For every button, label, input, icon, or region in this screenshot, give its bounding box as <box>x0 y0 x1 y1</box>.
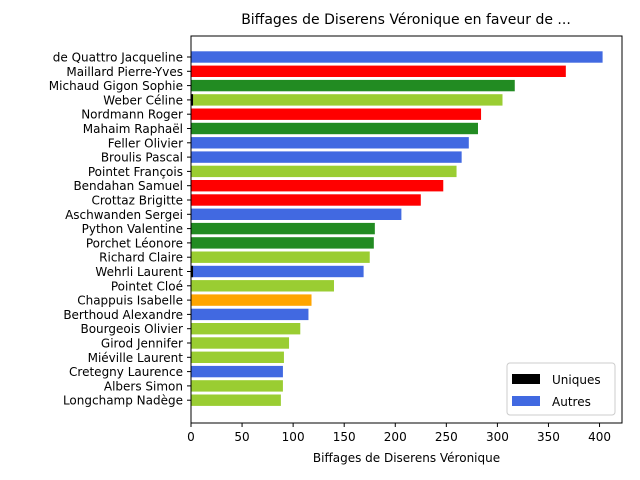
y-tick-label: Feller Olivier <box>108 136 183 150</box>
y-tick-label: Richard Claire <box>99 251 183 265</box>
bar-pointet-cloe <box>191 280 334 292</box>
bar-uniques-wehrli-laurent <box>191 265 194 278</box>
bar-de-quattro-jacqueline <box>191 51 603 63</box>
legend-label-uniques: Uniques <box>552 373 601 387</box>
bar-cretegny-laurence <box>191 365 283 378</box>
y-tick-label: Weber Céline <box>103 93 183 107</box>
x-axis-label: Biffages de Diserens Véronique <box>313 451 500 465</box>
legend: Uniques Autres <box>506 362 616 416</box>
x-axis-ticks: 0 50 100 150 200 250 300 350 400 <box>187 423 611 444</box>
bar-longchamp-nadege <box>191 394 281 406</box>
y-tick-label: de Quattro Jacqueline <box>53 51 183 65</box>
bar-girod-jennifer <box>191 337 290 349</box>
x-tick-label: 100 <box>282 430 305 444</box>
bar-bourgeois-olivier <box>191 323 301 335</box>
y-tick-label: Maillard Pierre-Yves <box>66 65 183 79</box>
legend-swatch-uniques <box>512 374 540 384</box>
y-tick-label: Girod Jennifer <box>101 337 183 351</box>
y-tick-label: Miéville Laurent <box>88 351 184 365</box>
bar-weber-celine <box>191 94 503 106</box>
bar-pointet-francois <box>191 165 457 178</box>
bar-wehrli-laurent <box>191 265 364 278</box>
bar-michaud-gigon-sophie <box>191 79 515 92</box>
y-tick-label: Wehrli Laurent <box>95 265 183 279</box>
bar-porchet-leonore <box>191 237 374 249</box>
y-tick-label: Nordmann Roger <box>81 108 183 122</box>
bar-crottaz-brigitte <box>191 194 421 206</box>
chart-title: Biffages de Diserens Véronique en faveur… <box>241 12 571 28</box>
y-tick-label: Python Valentine <box>82 222 183 236</box>
y-tick-label: Pointet Cloé <box>111 279 183 293</box>
y-tick-label: Crottaz Brigitte <box>91 194 183 208</box>
legend-swatch-autres <box>512 396 540 406</box>
bar-bendahan-samuel <box>191 180 444 192</box>
bar-mieville-laurent <box>191 351 284 363</box>
bar-aschwanden-sergei <box>191 208 402 220</box>
bar-feller-olivier <box>191 137 469 149</box>
x-tick-label: 50 <box>234 430 249 444</box>
bar-python-valentine <box>191 222 375 235</box>
y-tick-label: Porchet Léonore <box>86 236 183 250</box>
bar-chappuis-isabelle <box>191 294 312 306</box>
legend-label-autres: Autres <box>552 395 591 409</box>
bar-albers-simon <box>191 380 283 392</box>
x-tick-label: 400 <box>588 430 611 444</box>
y-tick-label: Michaud Gigon Sophie <box>49 79 183 93</box>
x-tick-label: 150 <box>333 430 356 444</box>
y-tick-label: Mahaim Raphaël <box>83 122 183 136</box>
x-tick-label: 0 <box>187 430 195 444</box>
y-tick-label: Berthoud Alexandre <box>63 308 183 322</box>
bar-broulis-pascal <box>191 151 462 163</box>
bar-maillard-pierre-yves <box>191 65 566 77</box>
x-tick-label: 300 <box>486 430 509 444</box>
y-tick-label: Pointet François <box>88 165 183 179</box>
x-tick-label: 350 <box>537 430 560 444</box>
y-tick-label: Chappuis Isabelle <box>77 294 183 308</box>
y-tick-label: Cretegny Laurence <box>69 365 183 379</box>
y-tick-label: Bourgeois Olivier <box>80 322 183 336</box>
bar-mahaim-raphael <box>191 122 478 135</box>
y-tick-label: Bendahan Samuel <box>73 179 183 193</box>
bar-nordmann-roger <box>191 108 482 120</box>
y-tick-label: Longchamp Nadège <box>63 394 183 408</box>
y-tick-label: Albers Simon <box>104 379 183 393</box>
x-tick-label: 200 <box>384 430 407 444</box>
y-tick-label: Aschwanden Sergei <box>65 208 183 222</box>
y-tick-label: Broulis Pascal <box>101 151 183 165</box>
bar-berthoud-alexandre <box>191 308 309 321</box>
x-tick-label: 250 <box>435 430 458 444</box>
plot-frame <box>190 35 623 424</box>
bars-group <box>191 51 603 406</box>
bar-uniques-weber-celine <box>191 94 194 106</box>
bar-richard-claire <box>191 251 370 263</box>
